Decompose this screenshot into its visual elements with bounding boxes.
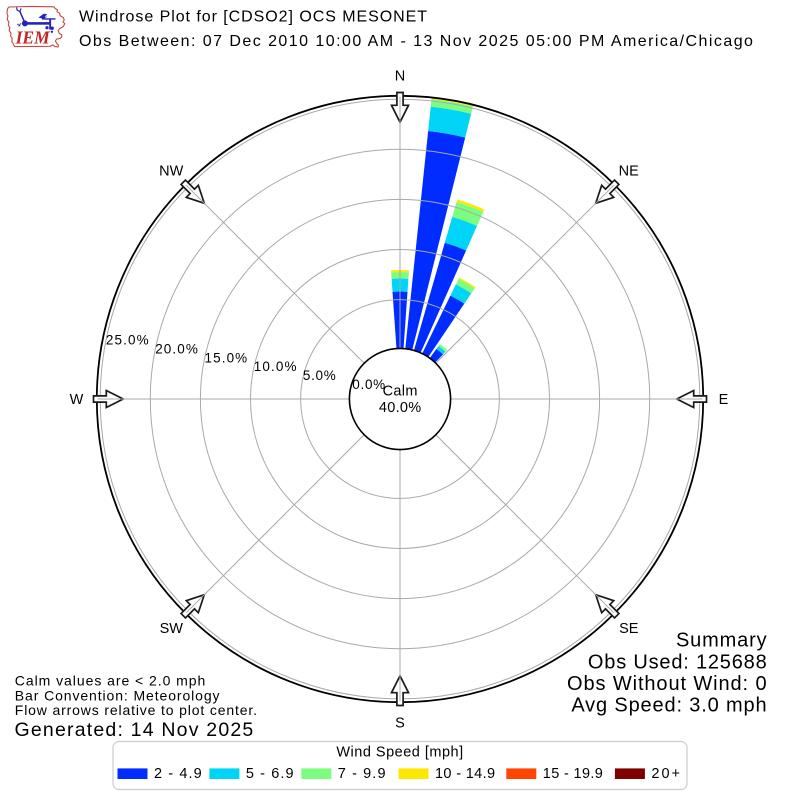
- svg-text:25.0%: 25.0%: [106, 333, 150, 348]
- svg-text:Avg Speed: 3.0 mph: Avg Speed: 3.0 mph: [571, 695, 767, 717]
- svg-text:Windrose Plot for [CDSO2] OCS: Windrose Plot for [CDSO2] OCS MESONET: [79, 9, 428, 26]
- svg-text:15 - 19.9: 15 - 19.9: [543, 766, 603, 782]
- svg-text:N: N: [395, 69, 405, 85]
- svg-text:0.0%: 0.0%: [352, 377, 386, 392]
- svg-text:40.0%: 40.0%: [379, 400, 422, 416]
- svg-text:SE: SE: [619, 621, 639, 637]
- svg-text:Wind Speed [mph]: Wind Speed [mph]: [336, 745, 463, 761]
- svg-text:E: E: [719, 392, 729, 408]
- svg-text:Calm: Calm: [383, 384, 418, 400]
- svg-text:W: W: [70, 392, 84, 408]
- svg-text:15.0%: 15.0%: [205, 350, 249, 365]
- svg-text:7 - 9.9: 7 - 9.9: [338, 766, 387, 782]
- svg-text:5 - 6.9: 5 - 6.9: [246, 766, 295, 782]
- svg-text:Obs Without Wind: 0: Obs Without Wind: 0: [567, 673, 768, 695]
- svg-text:NW: NW: [159, 163, 183, 179]
- svg-text:Flow arrows relative to plot c: Flow arrows relative to plot center.: [15, 702, 258, 718]
- svg-text:SW: SW: [160, 621, 184, 637]
- svg-text:NE: NE: [619, 163, 639, 179]
- svg-text:Obs Between: 07 Dec 2010 10:00: Obs Between: 07 Dec 2010 10:00 AM - 13 N…: [79, 33, 754, 50]
- svg-text:2 - 4.9: 2 - 4.9: [154, 766, 203, 782]
- svg-text:5.0%: 5.0%: [303, 368, 337, 383]
- svg-text:Summary: Summary: [676, 630, 768, 652]
- svg-text:IEM: IEM: [15, 28, 51, 48]
- svg-text:20.0%: 20.0%: [155, 341, 199, 356]
- svg-text:Obs Used: 125688: Obs Used: 125688: [588, 651, 768, 673]
- svg-text:10 - 14.9: 10 - 14.9: [435, 766, 495, 782]
- svg-text:10.0%: 10.0%: [254, 359, 298, 374]
- svg-text:20+: 20+: [651, 766, 682, 782]
- svg-text:Generated: 14 Nov 2025: Generated: 14 Nov 2025: [15, 719, 255, 741]
- svg-text:Bar Convention: Meteorology: Bar Convention: Meteorology: [15, 687, 221, 703]
- svg-text:Calm values are < 2.0 mph: Calm values are < 2.0 mph: [15, 673, 206, 689]
- svg-text:S: S: [395, 716, 405, 732]
